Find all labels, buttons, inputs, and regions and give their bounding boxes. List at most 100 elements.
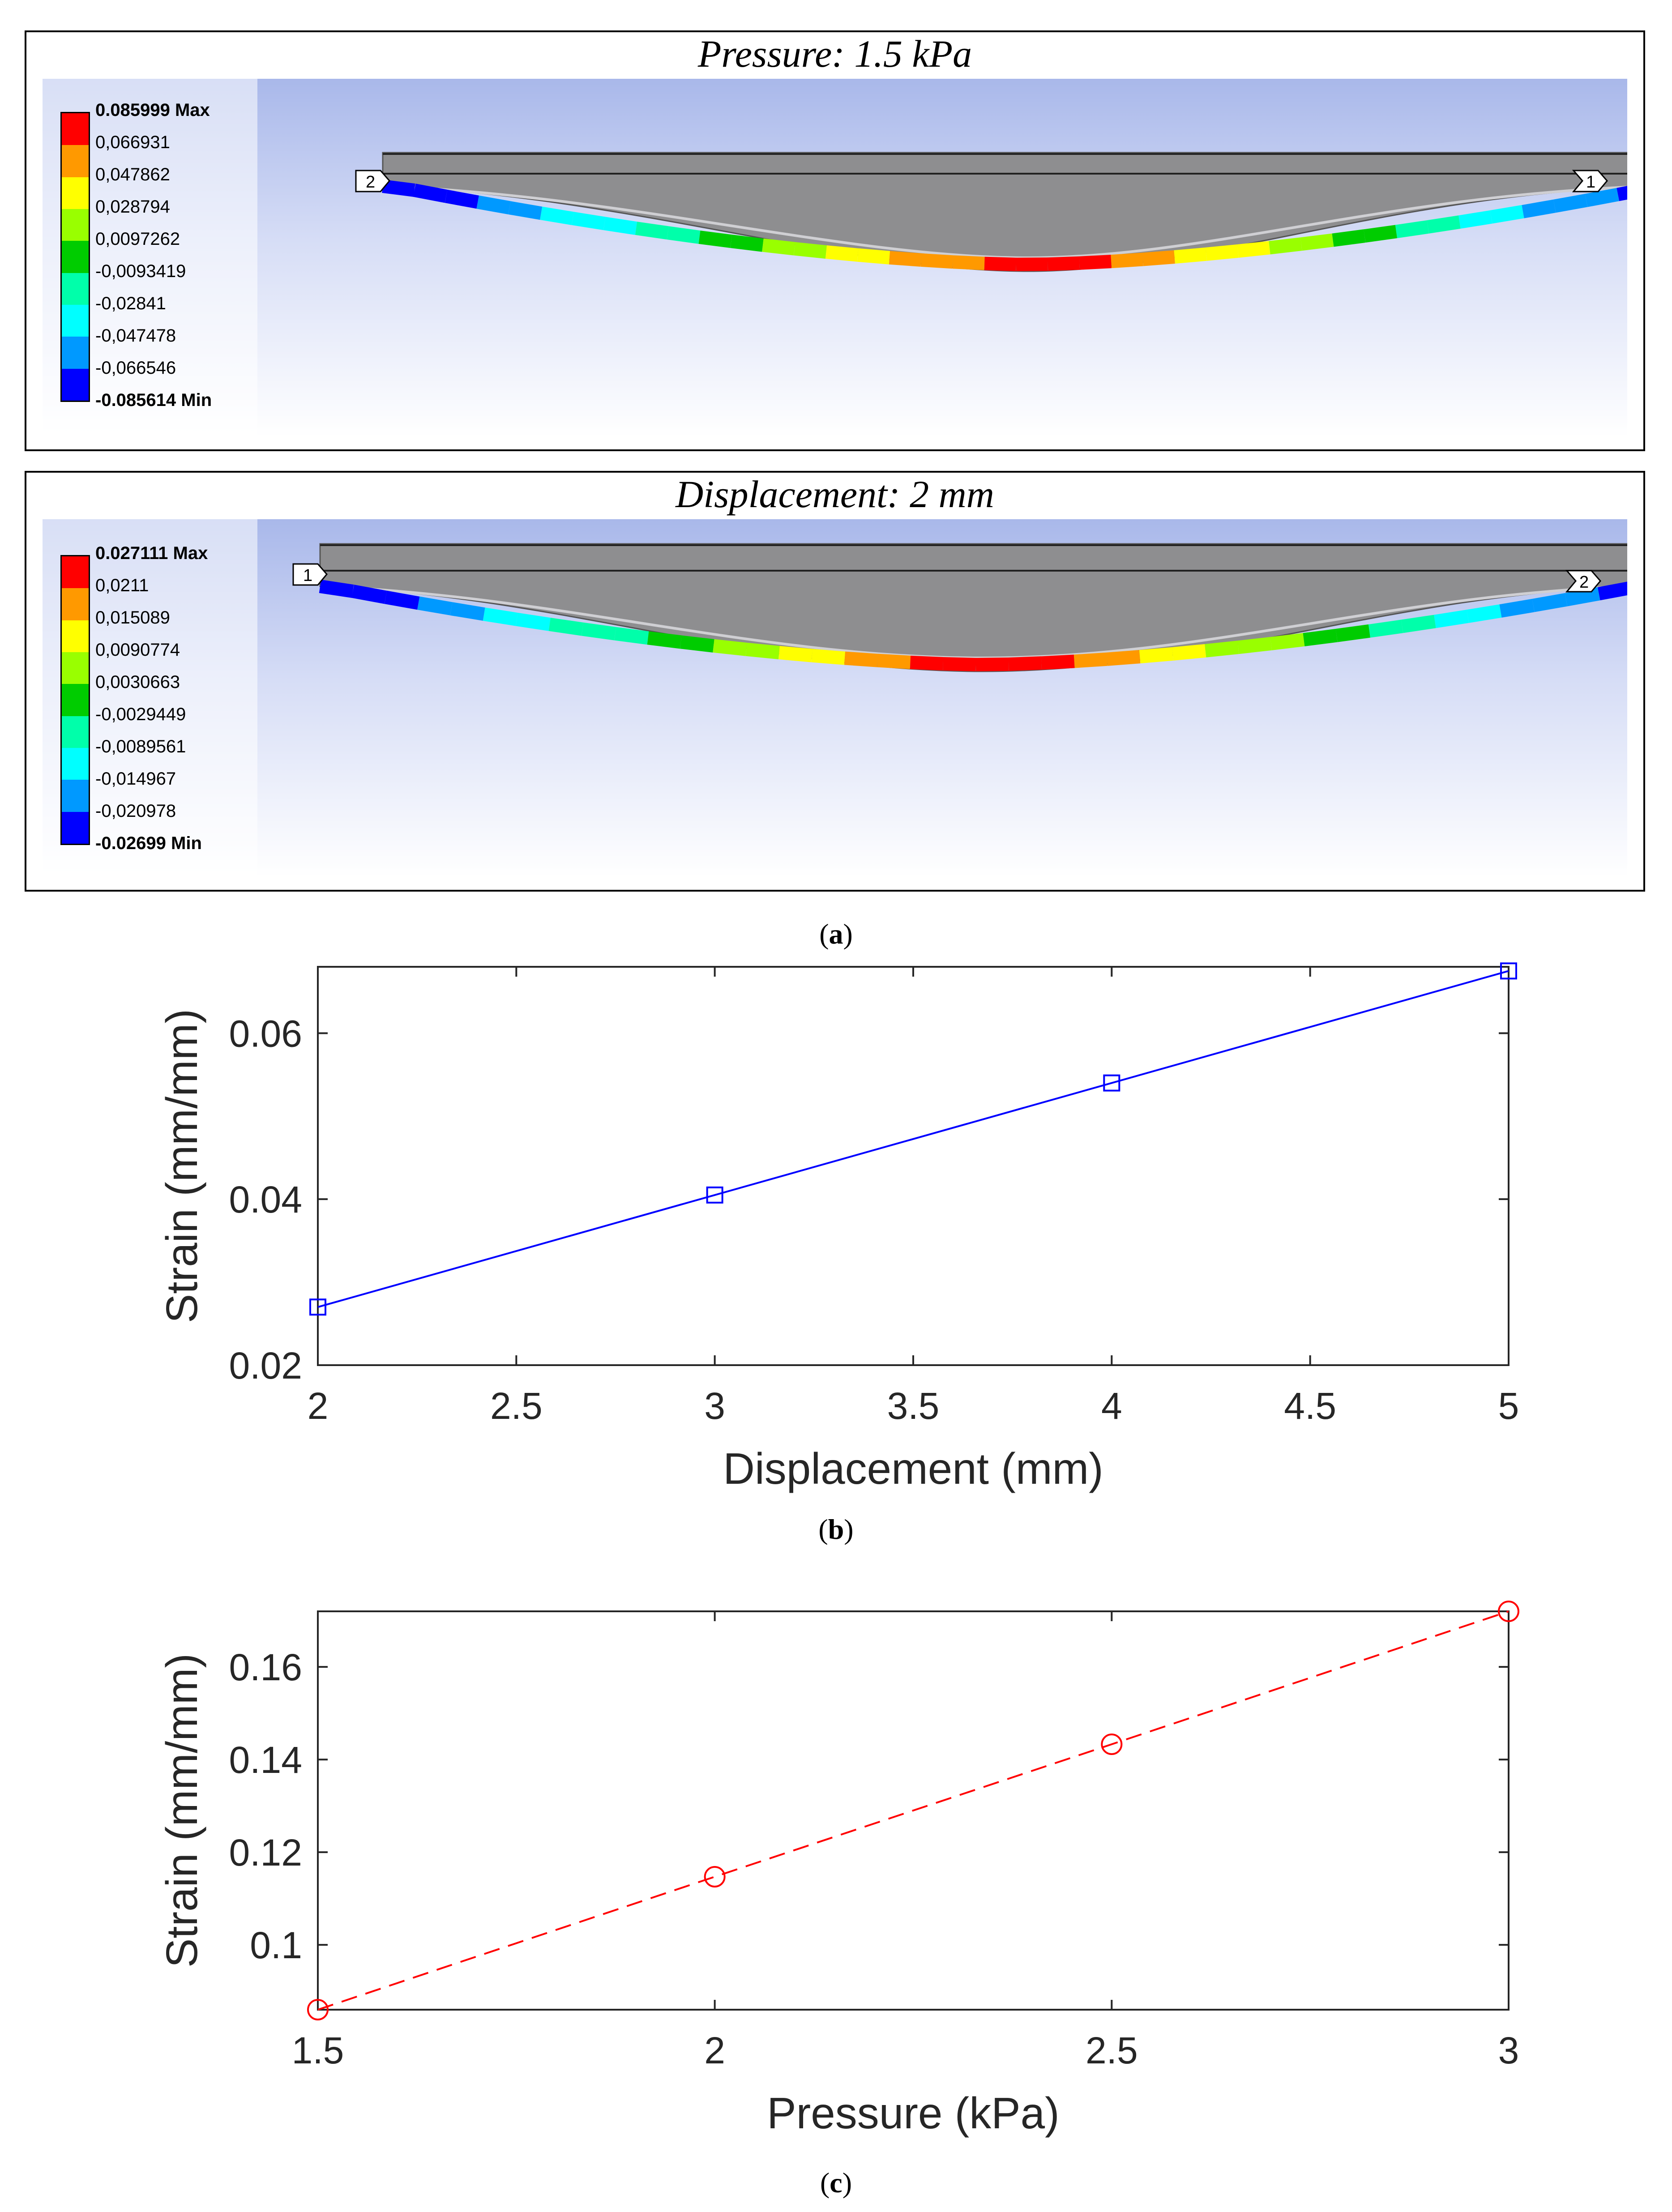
x-axis-label: Pressure (kPa) <box>767 2088 1060 2138</box>
legend-color-swatch <box>62 145 89 177</box>
caption-c-letter: c <box>830 2167 842 2199</box>
legend-color-swatch <box>62 652 89 684</box>
legend-color-swatch <box>62 620 89 652</box>
displacement-strain-contour <box>319 580 1627 671</box>
y-tick-label: 0.06 <box>229 1012 303 1055</box>
legend-color-swatch <box>62 588 89 620</box>
contour-segment <box>877 653 911 669</box>
data-point <box>706 1186 723 1204</box>
contour-segment <box>572 212 606 231</box>
legend-color-swatch <box>62 209 89 241</box>
displacement-support-tag-left: 1 <box>292 563 328 586</box>
plot-area <box>317 966 1510 1366</box>
pressure-support-tag-left-text: 2 <box>366 173 375 192</box>
y-tick-label: 0.16 <box>229 1646 303 1688</box>
contour-segment <box>825 245 859 262</box>
contour-segment <box>1368 619 1403 638</box>
pressure-simulation-panel: Pressure: 1.5 kPa 0.085999 Max 0,066931 … <box>25 30 1645 451</box>
pressure-legend-label: -0,02841 <box>95 294 166 313</box>
contour-segment <box>581 622 616 641</box>
displacement-support-tag-left-text: 1 <box>303 566 312 585</box>
displacement-legend-label: -0,0029449 <box>95 705 186 724</box>
pressure-support-tag-right: 1 <box>1572 170 1608 192</box>
pressure-deformed-membrane: 2 1 <box>355 152 1627 272</box>
x-tick-label: 1.5 <box>292 2029 344 2071</box>
x-tick-label: 2.5 <box>490 1385 543 1427</box>
pressure-legend-label: 0,0097262 <box>95 229 180 249</box>
x-tick-label: 3 <box>704 1385 725 1427</box>
contour-segment <box>943 657 976 671</box>
contour-segment <box>984 256 1017 271</box>
legend-color-swatch <box>62 780 89 812</box>
contour-segment <box>952 255 985 270</box>
contour-segment <box>1048 256 1080 271</box>
data-point <box>1101 1734 1123 1755</box>
displacement-panel-title: Displacement: 2 mm <box>676 473 994 516</box>
data-point <box>1500 962 1517 980</box>
contour-segment <box>1270 633 1305 650</box>
legend-color-swatch <box>62 304 89 337</box>
x-tick-label: 2 <box>704 2029 725 2071</box>
displacement-legend-label: -0,014967 <box>95 769 176 789</box>
displacement-support-tag-right: 2 <box>1565 570 1601 593</box>
contour-segment <box>1335 624 1371 642</box>
contour-segment <box>1427 215 1461 234</box>
y-tick-label: 0.04 <box>229 1179 303 1221</box>
x-tick-label: 3.5 <box>887 1385 940 1427</box>
strain-vs-pressure-chart: 1.5 2 2.5 3 0.1 0.12 0.14 0.16 Pressure (kPa) Str… <box>157 1601 1519 2138</box>
contour-segment <box>351 585 387 604</box>
contour-segment <box>713 639 747 656</box>
contour-segment <box>857 248 890 265</box>
contour-segment <box>603 217 637 235</box>
contour-segment <box>483 607 518 626</box>
contour-segment <box>1565 587 1600 606</box>
contour-segment <box>1434 610 1469 628</box>
contour-segment <box>1206 244 1239 261</box>
data-point <box>309 1298 326 1316</box>
displacement-legend-label: 0,0211 <box>95 576 149 595</box>
pressure-legend: 0.085999 Max 0,066931 0,047862 0,028794 … <box>43 79 257 437</box>
pressure-legend-label: -0,0093419 <box>95 261 186 281</box>
contour-segment <box>1532 593 1568 612</box>
caption-b: (b) <box>818 1513 854 1545</box>
pressure-membrane-body <box>382 152 1627 272</box>
y-axis-label: Strain (mm/mm) <box>157 1653 206 1968</box>
contour-segment <box>920 253 954 269</box>
displacement-legend-label: 0,015089 <box>95 608 170 628</box>
contour-segment <box>910 655 944 671</box>
contour-segment <box>778 646 813 662</box>
contour-segment <box>1172 644 1206 661</box>
contour-segment <box>319 580 354 598</box>
data-point <box>307 1999 329 2020</box>
contour-segment <box>762 238 795 256</box>
y-tick-label: 0.12 <box>229 1832 303 1874</box>
contour-segment <box>844 651 878 667</box>
contour-segment <box>1142 250 1175 266</box>
contour-segment <box>1395 220 1429 239</box>
contour-segment <box>384 590 420 610</box>
displacement-legend-min: -0.02699 Min <box>95 833 202 853</box>
legend-color-swatch <box>62 337 89 369</box>
x-tick-label: 2 <box>308 1385 329 1427</box>
legend-color-swatch <box>62 556 89 589</box>
legend-color-swatch <box>62 177 89 209</box>
x-tick-label: 5 <box>1498 1385 1519 1427</box>
contour-segment <box>975 657 1009 671</box>
y-tick-label: 0.1 <box>250 1924 302 1966</box>
pressure-legend-label: -0,066546 <box>95 358 176 378</box>
contour-segment <box>1073 652 1108 668</box>
y-tick-label: 0.02 <box>229 1345 303 1387</box>
contour-segment <box>1522 199 1556 218</box>
contour-segment <box>794 242 827 259</box>
displacement-legend-label: 0,0030663 <box>95 672 180 692</box>
data-point <box>704 1866 726 1887</box>
legend-color-swatch <box>62 113 89 145</box>
pressure-legend-min: -0.085614 Min <box>95 390 212 410</box>
contour-segment <box>1205 641 1239 658</box>
contour-segment <box>680 635 714 653</box>
contour-segment <box>745 642 780 660</box>
contour-segment <box>1269 237 1302 255</box>
contour-segment <box>1499 598 1535 618</box>
contour-segment <box>1467 604 1502 623</box>
contour-segment <box>614 627 649 645</box>
